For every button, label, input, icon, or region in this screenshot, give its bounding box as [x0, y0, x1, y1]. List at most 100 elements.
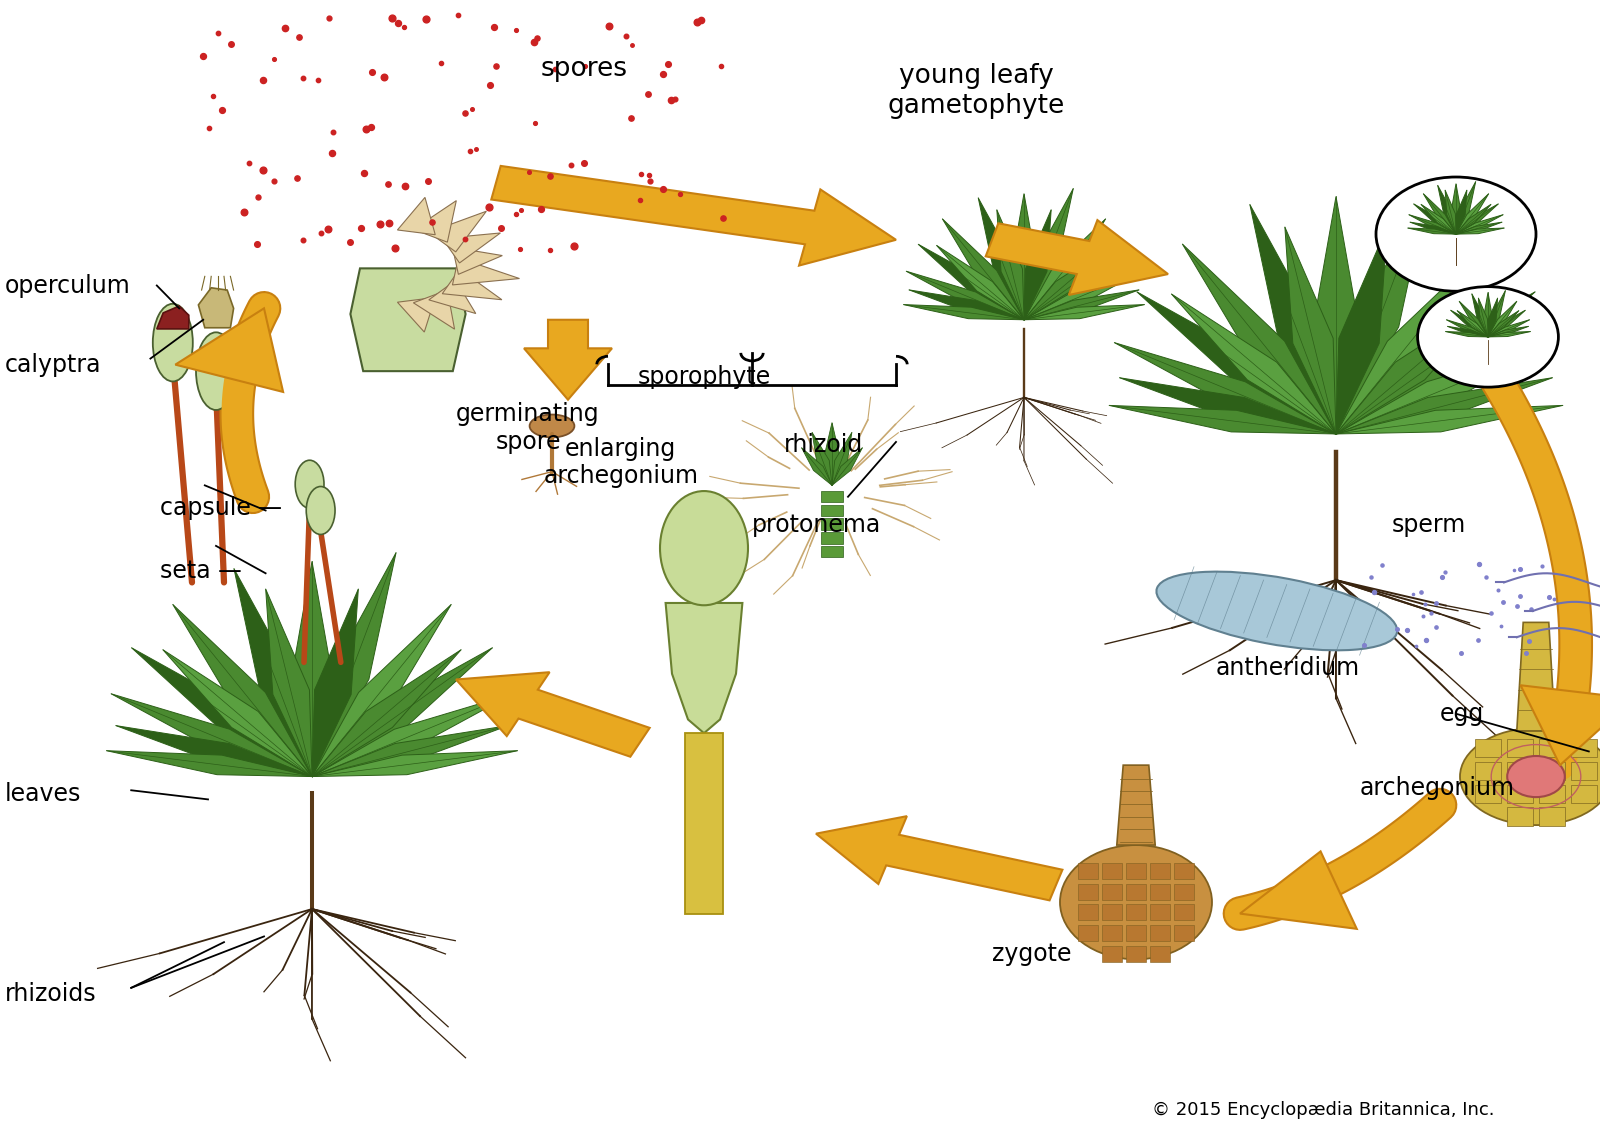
Polygon shape [1445, 331, 1488, 337]
Polygon shape [312, 648, 493, 777]
Text: spores: spores [541, 56, 627, 81]
Polygon shape [918, 244, 1024, 320]
FancyBboxPatch shape [1078, 884, 1098, 900]
Polygon shape [1024, 210, 1051, 320]
Polygon shape [456, 673, 650, 757]
Polygon shape [1336, 378, 1552, 434]
Text: rhizoid: rhizoid [784, 433, 864, 458]
Polygon shape [1446, 320, 1488, 337]
Polygon shape [1456, 190, 1467, 234]
Polygon shape [1024, 290, 1139, 320]
Polygon shape [1448, 327, 1488, 337]
FancyBboxPatch shape [821, 546, 843, 557]
FancyBboxPatch shape [1126, 946, 1146, 962]
FancyBboxPatch shape [1174, 863, 1194, 879]
Text: © 2015 Encyclopædia Britannica, Inc.: © 2015 Encyclopædia Britannica, Inc. [1152, 1101, 1494, 1119]
FancyBboxPatch shape [1126, 863, 1146, 879]
Polygon shape [1336, 343, 1558, 434]
Polygon shape [413, 198, 458, 242]
Polygon shape [986, 220, 1168, 295]
Polygon shape [813, 433, 832, 485]
Polygon shape [1024, 272, 1142, 320]
FancyBboxPatch shape [1539, 807, 1565, 826]
FancyBboxPatch shape [1078, 904, 1098, 920]
Polygon shape [429, 209, 490, 252]
Polygon shape [312, 650, 461, 777]
Polygon shape [1024, 246, 1112, 320]
Polygon shape [350, 268, 466, 371]
Text: germinating
spore: germinating spore [456, 402, 600, 455]
FancyBboxPatch shape [1102, 925, 1122, 941]
Circle shape [1376, 177, 1536, 291]
FancyBboxPatch shape [1150, 904, 1170, 920]
Polygon shape [906, 272, 1024, 320]
Polygon shape [942, 219, 1024, 320]
Polygon shape [163, 650, 312, 777]
Circle shape [1418, 287, 1558, 387]
FancyBboxPatch shape [1507, 807, 1533, 826]
Polygon shape [1024, 188, 1074, 320]
Text: sporophyte: sporophyte [637, 364, 771, 389]
Ellipse shape [1059, 845, 1213, 959]
Polygon shape [1456, 228, 1504, 234]
Polygon shape [1456, 182, 1475, 234]
Polygon shape [1478, 298, 1488, 337]
Polygon shape [1458, 311, 1488, 337]
Polygon shape [1488, 320, 1530, 337]
Polygon shape [1250, 204, 1336, 434]
Polygon shape [666, 603, 742, 733]
Polygon shape [1421, 204, 1456, 234]
Polygon shape [312, 604, 451, 777]
FancyBboxPatch shape [1539, 739, 1565, 757]
FancyBboxPatch shape [1571, 762, 1597, 780]
Text: operculum: operculum [5, 273, 131, 298]
Ellipse shape [154, 304, 194, 381]
Polygon shape [802, 448, 832, 485]
FancyBboxPatch shape [1126, 925, 1146, 941]
FancyBboxPatch shape [1150, 863, 1170, 879]
FancyBboxPatch shape [1571, 785, 1597, 803]
Polygon shape [234, 569, 312, 777]
FancyBboxPatch shape [1102, 884, 1122, 900]
Polygon shape [312, 589, 358, 777]
Polygon shape [157, 306, 189, 329]
FancyBboxPatch shape [1102, 863, 1122, 879]
Polygon shape [1114, 343, 1336, 434]
Polygon shape [1414, 204, 1456, 234]
Polygon shape [1171, 293, 1336, 434]
Polygon shape [978, 198, 1024, 320]
FancyBboxPatch shape [1507, 785, 1533, 803]
Polygon shape [131, 648, 312, 777]
Polygon shape [1336, 405, 1563, 434]
Polygon shape [1488, 327, 1528, 337]
FancyBboxPatch shape [821, 518, 843, 530]
FancyBboxPatch shape [1126, 884, 1146, 900]
FancyBboxPatch shape [1475, 739, 1501, 757]
Ellipse shape [296, 460, 323, 508]
Polygon shape [110, 694, 312, 777]
Text: rhizoids: rhizoids [5, 981, 96, 1006]
Polygon shape [1488, 311, 1518, 337]
Polygon shape [312, 553, 397, 777]
Polygon shape [1120, 378, 1336, 434]
Polygon shape [909, 290, 1024, 320]
FancyBboxPatch shape [1174, 904, 1194, 920]
FancyBboxPatch shape [1150, 946, 1170, 962]
FancyBboxPatch shape [821, 505, 843, 516]
FancyBboxPatch shape [1475, 785, 1501, 803]
Polygon shape [1456, 204, 1491, 234]
Polygon shape [429, 280, 488, 322]
Polygon shape [1410, 223, 1456, 234]
Polygon shape [816, 817, 1062, 900]
Polygon shape [1011, 193, 1037, 320]
FancyBboxPatch shape [1507, 762, 1533, 780]
Polygon shape [106, 750, 312, 777]
FancyBboxPatch shape [821, 491, 843, 502]
Polygon shape [1138, 292, 1336, 434]
FancyBboxPatch shape [821, 532, 843, 544]
Polygon shape [1456, 194, 1488, 234]
Polygon shape [1285, 227, 1336, 434]
Polygon shape [1410, 215, 1456, 234]
Polygon shape [1456, 223, 1502, 234]
Ellipse shape [530, 415, 574, 437]
